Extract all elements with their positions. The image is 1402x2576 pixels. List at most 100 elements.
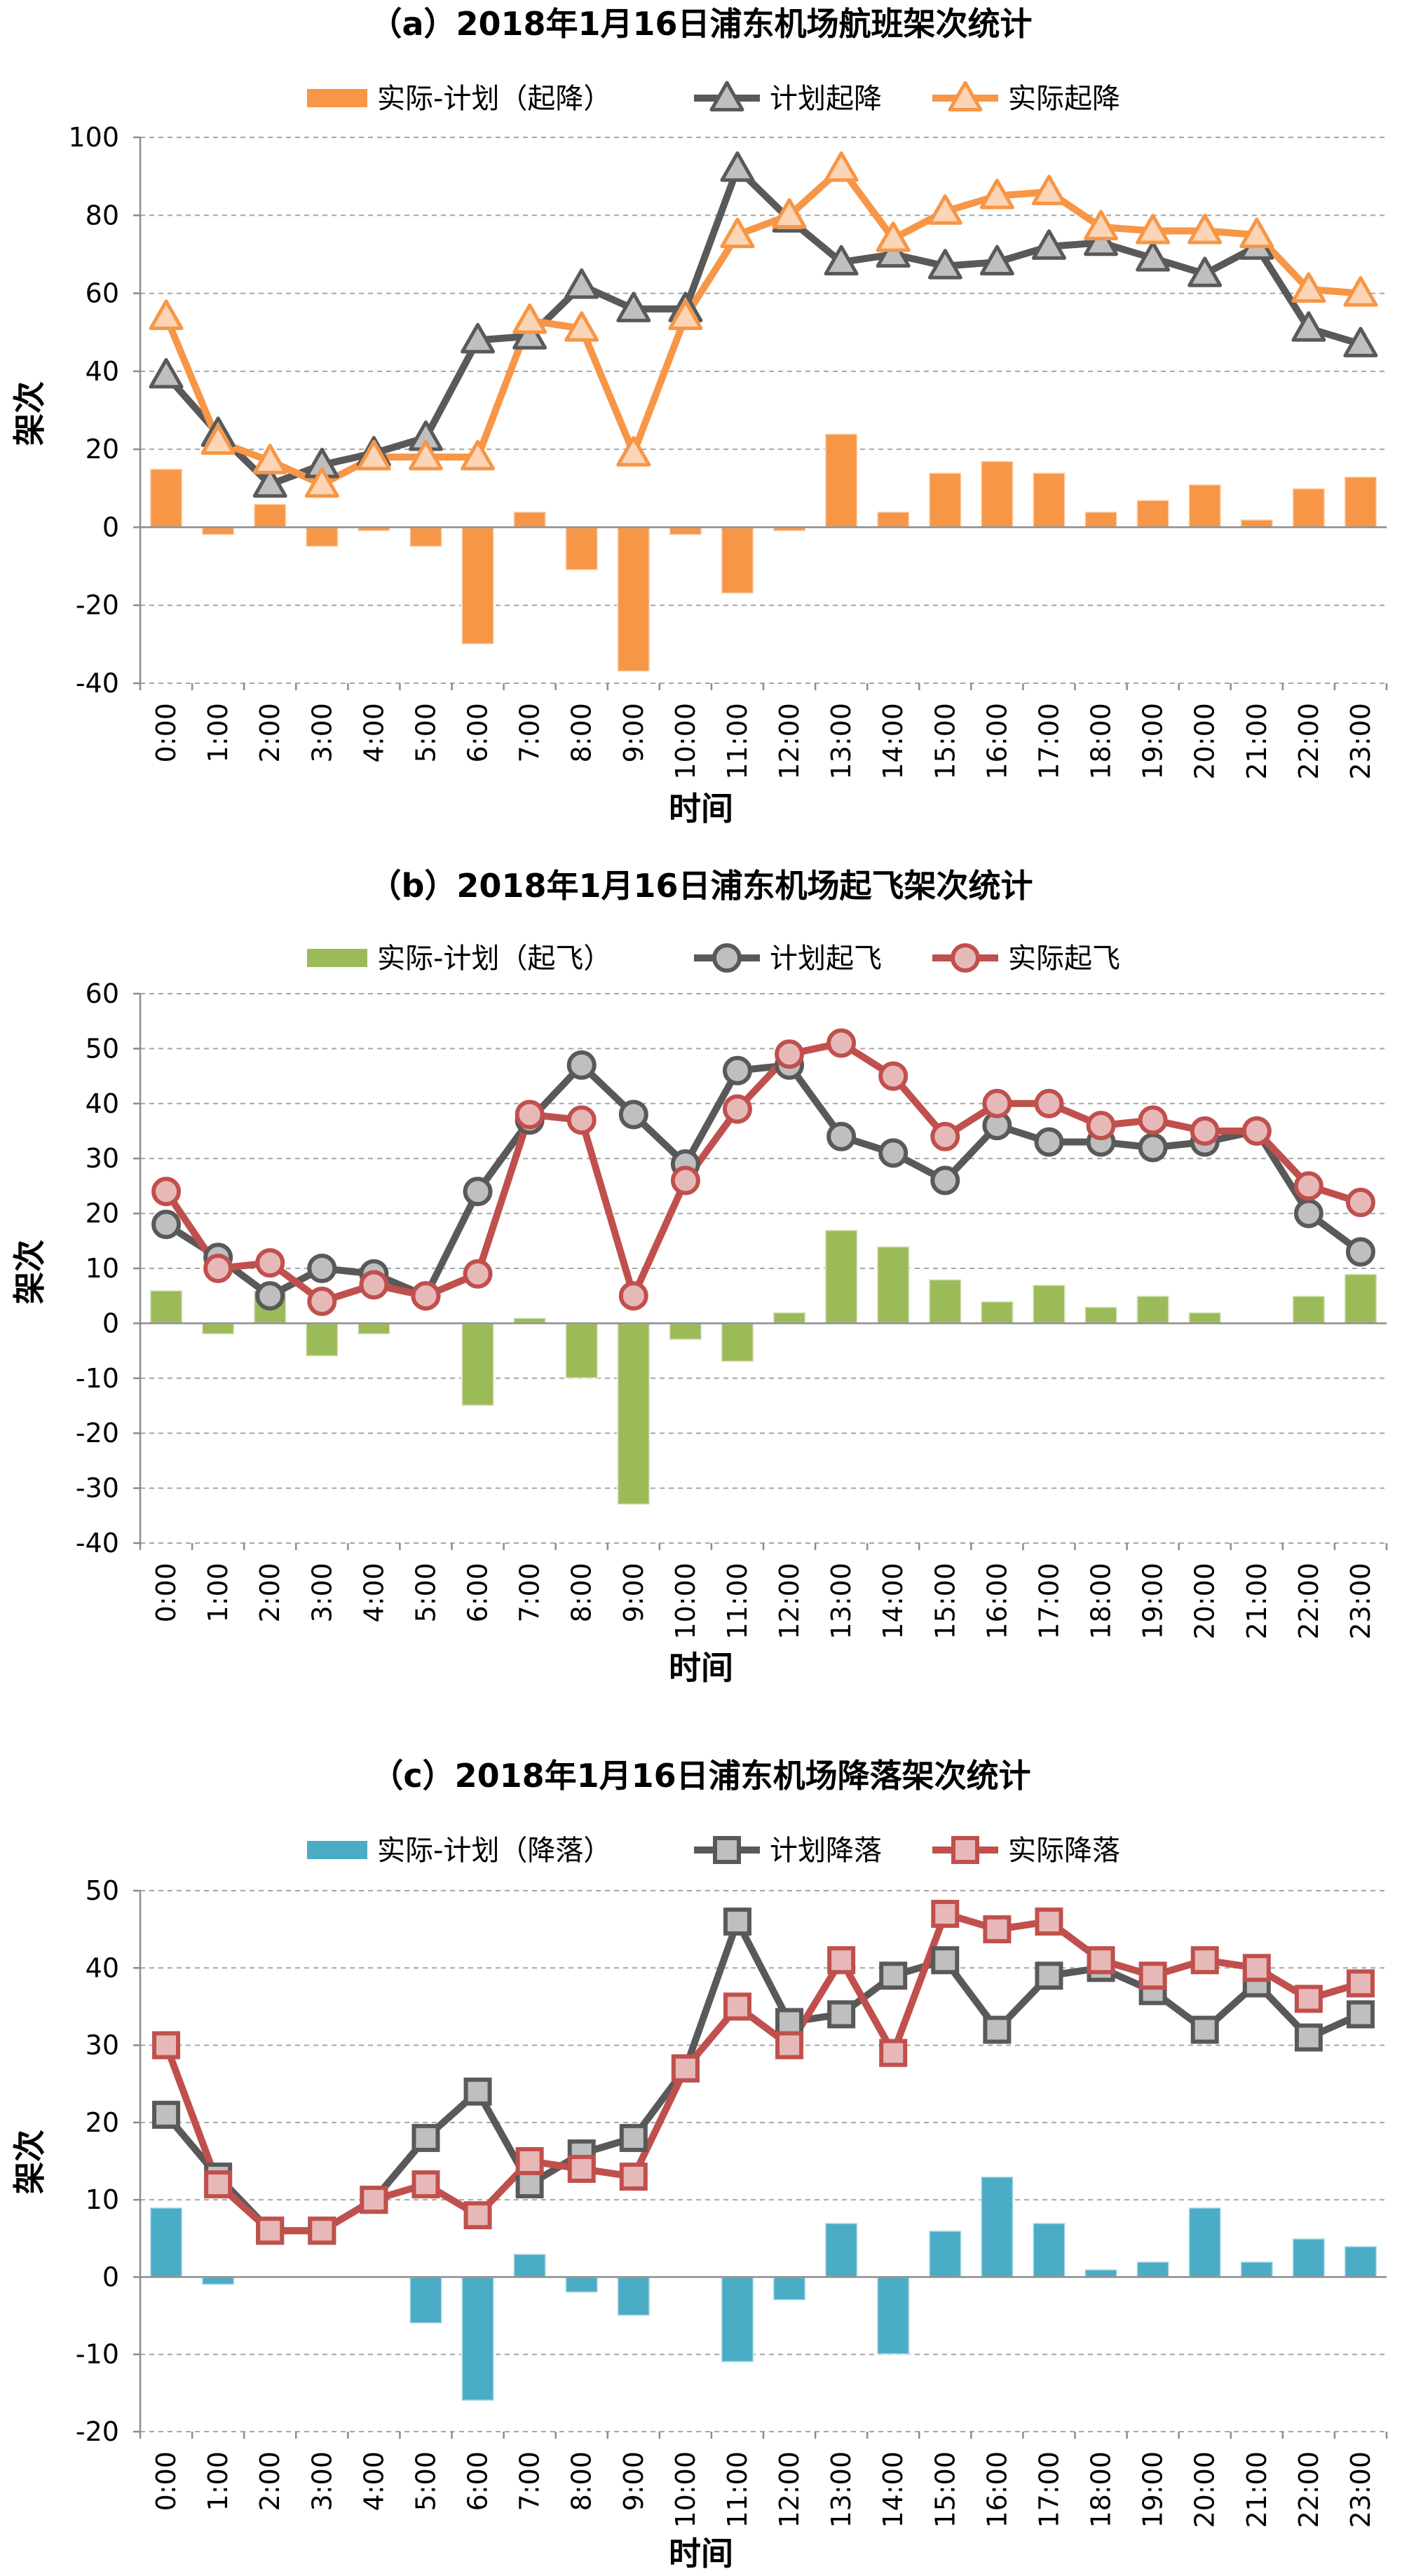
actual-point: [1035, 1907, 1063, 1936]
planned-point: [927, 249, 962, 280]
actual-point: [1190, 1116, 1220, 1146]
difference-bar: [512, 510, 547, 528]
difference-bar: [461, 526, 496, 645]
actual-point: [824, 151, 859, 182]
y-axis-title: 架次: [11, 2130, 48, 2194]
difference-bar: [252, 502, 287, 528]
actual-point: [879, 2039, 908, 2067]
y-tick-label: -20: [76, 2416, 119, 2447]
actual-point: [356, 439, 391, 471]
actual-point: [1242, 1954, 1271, 1982]
difference-bar: [1187, 2206, 1223, 2278]
x-tick-label: 23:00: [1345, 2451, 1376, 2528]
difference-bar: [564, 2275, 599, 2294]
difference-bar: [1136, 2260, 1171, 2278]
planned-point: [723, 1907, 751, 1936]
difference-bar: [876, 1245, 911, 1324]
planned-point: [618, 1099, 648, 1130]
legend-label-actual: 实际起飞: [1008, 943, 1120, 975]
y-tick-label: 60: [86, 978, 119, 1009]
actual-point: [720, 217, 755, 249]
planned-point: [463, 2077, 492, 2106]
planned-point: [1345, 1237, 1375, 1267]
legend: 实际-计划（起降） 计划起降 实际起降: [307, 81, 1120, 115]
actual-point: [618, 1281, 648, 1311]
legend-label-planned: 计划起降: [770, 83, 882, 115]
x-tick-label: 16:00: [981, 703, 1012, 780]
x-tick-label: 1:00: [203, 703, 233, 762]
x-tick-label: 4:00: [358, 2451, 389, 2511]
planned-point: [512, 319, 547, 350]
actual-point: [255, 1248, 285, 1278]
actual-point: [1345, 1187, 1375, 1217]
actual-point: [200, 424, 236, 455]
actual-point: [1034, 1088, 1064, 1118]
y-tick-label: -20: [76, 1418, 119, 1448]
x-tick-label: 23:00: [1345, 1563, 1376, 1640]
x-tick-label: 14:00: [878, 703, 908, 780]
x-tick-label: 20:00: [1190, 1563, 1220, 1640]
planned-point: [515, 2170, 544, 2199]
chart-title: （a）2018年1月16日浦东机场航班架次统计: [369, 5, 1032, 43]
legend-marker-planned: [713, 1836, 741, 1864]
actual-point: [826, 1028, 857, 1058]
planned-point: [252, 467, 287, 498]
planned-point: [1136, 240, 1171, 272]
planned-point: [1084, 225, 1119, 256]
planned-point: [720, 151, 755, 182]
difference-bar: [1031, 1284, 1066, 1324]
difference-bar: [616, 526, 651, 673]
x-tick-label: 13:00: [826, 1563, 857, 1640]
planned-point: [1343, 327, 1378, 357]
actual-point: [668, 299, 703, 330]
planned-point: [1034, 1127, 1064, 1157]
difference-bar: [408, 2275, 443, 2325]
planned-point: [1190, 2015, 1219, 2044]
actual-point: [930, 1121, 960, 1151]
actual-point: [1346, 1969, 1375, 1998]
planned-point: [983, 2015, 1012, 2044]
x-tick-label: 21:00: [1241, 2451, 1272, 2528]
x-tick-label: 11:00: [722, 2451, 753, 2528]
actual-point: [1239, 217, 1274, 249]
legend-label-actual: 实际降落: [1008, 1835, 1120, 1867]
difference-bar: [927, 1278, 962, 1324]
actual-point: [1138, 1961, 1167, 1990]
difference-bar: [1239, 518, 1274, 528]
actual-point: [1293, 1171, 1323, 1201]
x-tick-label: 6:00: [463, 703, 494, 762]
actual-point: [1084, 210, 1119, 240]
legend-marker-planned: [709, 81, 744, 111]
planned-point: [775, 2008, 804, 2036]
difference-bar: [564, 1322, 599, 1380]
x-tick-label: 22:00: [1293, 703, 1324, 780]
difference-bar: [461, 1322, 496, 1407]
x-axis-title: 时间: [669, 2535, 733, 2572]
y-tick-label: 0: [102, 512, 119, 542]
actual-point: [723, 1992, 751, 2021]
x-tick-label: 0:00: [151, 703, 182, 762]
x-tick-label: 20:00: [1190, 2451, 1220, 2528]
x-tick-label: 8:00: [566, 703, 597, 762]
actual-point: [308, 2217, 336, 2245]
actual-point: [360, 2186, 388, 2214]
actual-point: [515, 1099, 545, 1130]
planned-point: [931, 1946, 960, 1975]
x-axis-title: 时间: [669, 1649, 733, 1687]
x-tick-label: 21:00: [1241, 1563, 1272, 1640]
x-tick-label: 2:00: [254, 703, 285, 762]
y-tick-label: 40: [86, 356, 119, 387]
actual-point: [564, 311, 599, 342]
y-tick-label: -40: [76, 668, 119, 699]
actual-point: [463, 1259, 493, 1289]
difference-bar: [1343, 475, 1378, 528]
actual-point: [152, 2031, 181, 2060]
legend: 实际-计划（降落） 计划降落 实际降落: [307, 1835, 1120, 1867]
y-tick-label: -40: [76, 1528, 119, 1558]
planned-point: [827, 2000, 856, 2029]
difference-bar: [1343, 2245, 1378, 2278]
x-tick-label: 15:00: [930, 703, 960, 780]
y-tick-label: 100: [68, 122, 119, 153]
